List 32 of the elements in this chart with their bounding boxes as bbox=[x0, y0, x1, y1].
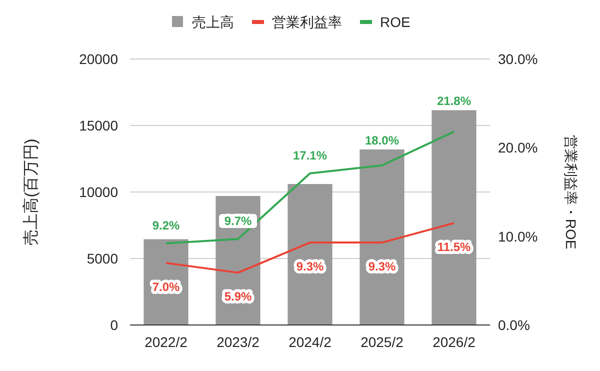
data-label: 17.1% bbox=[292, 148, 328, 162]
y2-tick-label: 30.0% bbox=[498, 51, 538, 67]
x-tick-label: 2022/2 bbox=[144, 334, 188, 350]
legend-label: 売上高 bbox=[192, 14, 234, 30]
bar bbox=[360, 149, 404, 325]
data-label: 9.3% bbox=[296, 260, 324, 274]
y-axis-title: 売上高(百万円) bbox=[22, 138, 40, 246]
data-label: 5.9% bbox=[224, 290, 252, 304]
x-tick-label: 2023/2 bbox=[216, 334, 260, 350]
data-label: 21.8% bbox=[436, 94, 472, 108]
data-label: 18.0% bbox=[364, 133, 400, 148]
bar bbox=[432, 110, 476, 325]
y2-tick-label: 0.0% bbox=[498, 317, 530, 333]
x-tick-label: 2024/2 bbox=[288, 334, 332, 350]
data-label: 7.0% bbox=[152, 280, 180, 294]
y2-axis-title: 営業利益率・ROE bbox=[563, 134, 579, 250]
data-label: 9.7% bbox=[224, 214, 252, 228]
y-tick-label: 20000 bbox=[79, 51, 118, 67]
data-label: 9.2% bbox=[152, 218, 180, 232]
y-tick-label: 15000 bbox=[79, 118, 118, 134]
y2-tick-label: 20.0% bbox=[498, 140, 538, 156]
y2-tick-label: 10.0% bbox=[498, 228, 538, 244]
legend-label: ROE bbox=[380, 14, 410, 30]
x-tick-label: 2025/2 bbox=[360, 334, 404, 350]
x-tick-label: 2026/2 bbox=[432, 334, 476, 350]
y-tick-label: 10000 bbox=[79, 184, 118, 200]
data-label: 9.3% bbox=[368, 260, 396, 274]
bar bbox=[288, 184, 332, 325]
legend-label: 営業利益率 bbox=[272, 14, 342, 30]
data-label: 11.5% bbox=[437, 240, 472, 254]
y-tick-label: 0 bbox=[110, 317, 118, 333]
y-tick-label: 5000 bbox=[86, 250, 118, 266]
